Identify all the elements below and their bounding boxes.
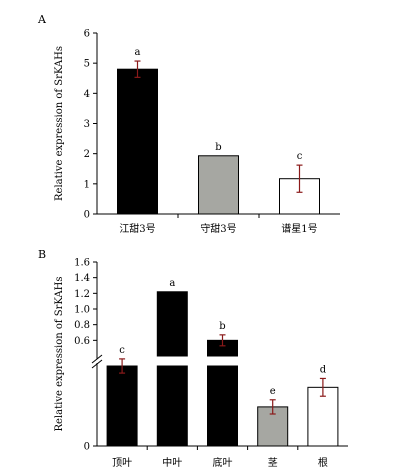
panel-b-label: B [38, 248, 46, 261]
bar [279, 178, 320, 215]
x-tick-label: 顶叶 [112, 457, 132, 469]
x-tick-label: 底叶 [213, 456, 233, 469]
x-tick-label: 守甜3号 [200, 222, 236, 235]
significance-label: c [297, 151, 303, 162]
error-bar [134, 60, 141, 78]
y-tick-label: 1.2 [74, 289, 90, 300]
x-tick-label: 中叶 [162, 456, 182, 469]
error-bar [296, 164, 303, 193]
x-tick-label: 谱星1号 [281, 222, 317, 235]
y-tick-label: 0.8 [74, 320, 90, 331]
x-tick-label: 根 [318, 456, 328, 469]
y-tick-label: 1 [84, 179, 90, 190]
significance-label: a [169, 278, 175, 289]
error-bar [119, 358, 126, 374]
bar [198, 155, 239, 215]
bar-lower [207, 365, 238, 447]
y-tick-label: 1.4 [74, 273, 90, 284]
panel-b: B 0 0.6 0.8 1.0 1.2 1.4 1.6 c 顶叶 a 中叶 b 底叶 e 茎 d 根 Relati… [38, 248, 348, 469]
significance-label: a [135, 47, 141, 58]
y-tick-label: 3 [84, 119, 90, 130]
error-bar [269, 399, 276, 415]
y-tick-label: 0 [84, 210, 90, 221]
axis-break-mark [91, 359, 103, 369]
significance-label: b [219, 321, 225, 332]
y-tick-label: 2 [84, 149, 90, 160]
significance-label: e [270, 386, 276, 397]
bar [106, 365, 138, 447]
panel-a-label: A [37, 13, 47, 26]
error-bar [219, 334, 226, 347]
bar-lower [156, 365, 188, 447]
y-axis-label: Relative expression of SrKAHs [54, 46, 65, 201]
y-tick-label: 1.6 [74, 258, 90, 269]
significance-label: c [119, 345, 125, 356]
x-tick-label: 茎 [268, 457, 278, 469]
significance-label: b [215, 142, 221, 153]
y-tick-label: 6 [84, 29, 90, 40]
y-tick-label: 1.0 [74, 305, 90, 316]
y-tick-label: 4 [84, 89, 90, 100]
y-tick-label: 5 [84, 59, 90, 70]
bar [117, 68, 158, 215]
y-tick-label: 0.6 [74, 336, 90, 347]
bar-upper [156, 291, 188, 357]
x-tick-label: 江甜3号 [119, 222, 155, 235]
axis-break-mark [91, 354, 103, 364]
significance-label: d [320, 364, 327, 375]
y-tick-label: 0 [84, 442, 90, 453]
panel-a: A 0 1 2 3 4 5 6 a 江甜3号 b 守甜3号 c 谱星1号 Relative express… [37, 13, 340, 235]
error-bar [319, 377, 326, 397]
y-axis-label: Relative expression of SrKAHs [54, 277, 65, 432]
